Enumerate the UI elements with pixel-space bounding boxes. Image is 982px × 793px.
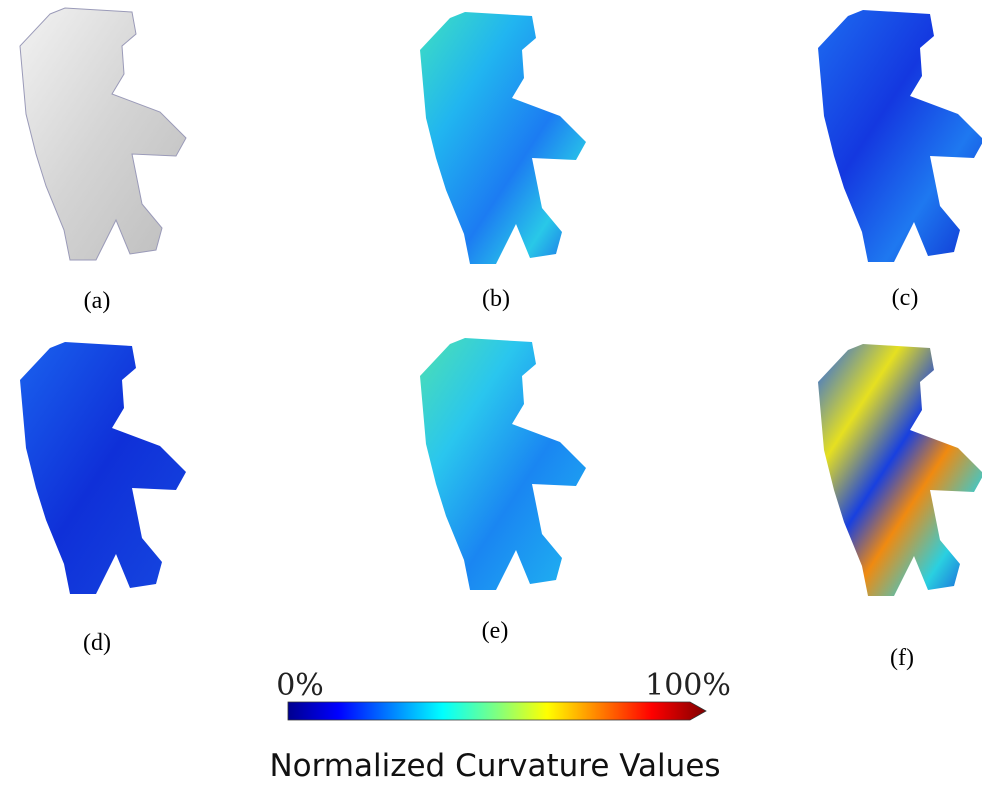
- panel-label: (d): [83, 630, 111, 656]
- render-f: [818, 344, 982, 596]
- render-e: [420, 338, 586, 590]
- render-c: [818, 10, 982, 262]
- colorbar-title: Normalized Curvature Values: [269, 748, 720, 784]
- render-a: [19, 7, 187, 261]
- panel-label: (b): [482, 286, 510, 312]
- render-b: [420, 12, 586, 264]
- render-d: [20, 342, 186, 594]
- colorbar-min-label: 0%: [276, 668, 324, 703]
- panel-label: (a): [84, 288, 111, 314]
- panel-label: (e): [482, 618, 509, 644]
- colorbar: [287, 701, 707, 721]
- colorbar-max-label: 100%: [645, 668, 731, 703]
- panel-label: (f): [890, 645, 914, 671]
- panel-label: (c): [892, 285, 919, 311]
